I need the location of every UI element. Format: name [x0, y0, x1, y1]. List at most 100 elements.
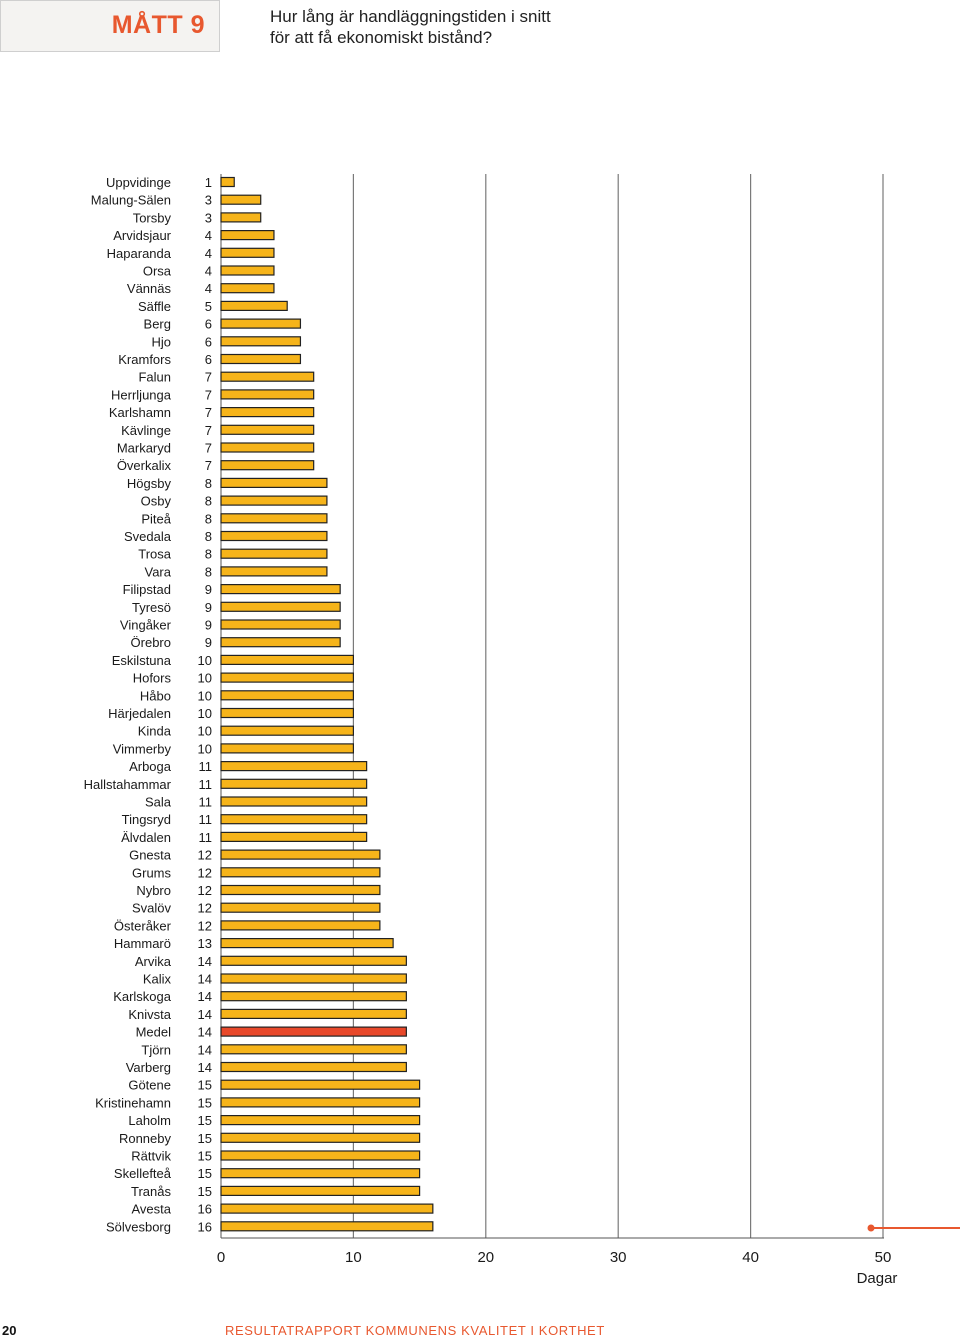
category-label: Kinda: [138, 724, 172, 739]
category-label: Gnesta: [129, 848, 172, 863]
category-label: Medel: [136, 1025, 172, 1040]
bar: [220, 300, 288, 311]
category-label: Uppvidinge: [106, 175, 171, 190]
category-label: Sölvesborg: [106, 1219, 171, 1234]
category-label: Hallstahammar: [84, 777, 172, 792]
value-label: 12: [198, 883, 212, 898]
value-label: 15: [198, 1184, 212, 1199]
bar: [220, 743, 354, 754]
bar: [220, 318, 302, 329]
category-label: Avesta: [131, 1202, 171, 1217]
value-label: 4: [205, 246, 212, 261]
category-label: Sala: [145, 795, 172, 810]
bar: [220, 619, 341, 630]
value-label: 11: [199, 795, 213, 810]
value-label: 10: [198, 724, 212, 739]
bar: [220, 442, 315, 453]
category-label: Skellefteå: [114, 1166, 172, 1181]
value-label: 9: [205, 600, 212, 615]
category-label: Överkalix: [117, 458, 172, 473]
report-title: RESULTATRAPPORT KOMMUNENS KVALITET I KOR…: [225, 1323, 605, 1338]
value-label: 9: [205, 582, 212, 597]
value-label: 4: [205, 264, 212, 279]
category-label: Arboga: [129, 759, 172, 774]
category-label: Varberg: [126, 1060, 171, 1075]
bar: [220, 424, 315, 435]
category-label: Vännäs: [127, 281, 172, 296]
bar: [220, 371, 315, 382]
value-label: 10: [198, 688, 212, 703]
bar: [220, 672, 354, 683]
category-label: Herrljunga: [111, 387, 172, 402]
bar: [220, 495, 328, 506]
bar: [220, 1132, 421, 1143]
x-axis-label: Dagar: [857, 1270, 898, 1287]
bar: [220, 867, 381, 878]
value-label: 14: [198, 1025, 212, 1040]
category-label: Nybro: [136, 883, 171, 898]
value-label: 12: [198, 865, 212, 880]
category-label: Kramfors: [118, 352, 171, 367]
value-label: 15: [198, 1095, 212, 1110]
category-label: Piteå: [141, 511, 171, 526]
bar: [220, 920, 381, 931]
value-label: 6: [205, 352, 212, 367]
value-label: 3: [205, 210, 212, 225]
measure-tag-label: MÅTT 9: [111, 11, 205, 39]
value-label: 7: [205, 405, 212, 420]
category-label: Härjedalen: [108, 706, 171, 721]
value-label: 1: [205, 175, 212, 190]
bar: [220, 1097, 421, 1108]
x-tick-label: 40: [742, 1249, 759, 1266]
category-label: Arvika: [135, 954, 172, 969]
value-label: 4: [205, 228, 212, 243]
category-label: Örebro: [131, 635, 171, 650]
bar: [220, 760, 368, 772]
x-tick-label: 10: [345, 1249, 362, 1266]
category-label: Haparanda: [107, 246, 172, 261]
bar-highlight: [220, 1026, 407, 1037]
bar: [220, 353, 302, 365]
value-label: 15: [198, 1149, 212, 1164]
bar: [220, 1203, 434, 1214]
bar: [220, 194, 262, 205]
category-label: Svedala: [124, 529, 172, 544]
value-label: 11: [199, 759, 213, 774]
bar: [220, 849, 381, 860]
value-label: 15: [198, 1131, 212, 1146]
value-label: 7: [205, 423, 212, 438]
bar: [220, 1044, 407, 1055]
value-label: 8: [205, 547, 212, 562]
category-label: Filipstad: [123, 582, 171, 597]
category-label: Torsby: [133, 210, 172, 225]
value-label: 12: [198, 848, 212, 863]
x-tick-label: 0: [217, 1249, 225, 1266]
category-label: Kalix: [143, 972, 172, 987]
bar: [220, 601, 341, 612]
category-label: Tjörn: [141, 1042, 171, 1057]
value-label: 14: [198, 989, 212, 1004]
bar: [220, 247, 275, 258]
bar: [220, 1221, 434, 1232]
category-label: Svalöv: [132, 901, 172, 916]
category-label: Rättvik: [131, 1149, 171, 1164]
category-label: Osby: [141, 494, 172, 509]
bar: [220, 955, 407, 966]
bar: [220, 690, 354, 701]
category-label: Malung-Sälen: [91, 193, 171, 208]
value-label: 6: [205, 334, 212, 349]
value-label: 16: [198, 1202, 212, 1217]
value-label: 7: [205, 370, 212, 385]
value-label: 15: [198, 1166, 212, 1181]
x-tick-label: 50: [875, 1249, 892, 1266]
bar: [220, 1079, 421, 1090]
value-label: 13: [198, 936, 212, 951]
category-label: Falun: [138, 370, 171, 385]
category-label: Högsby: [127, 476, 172, 491]
value-label: 10: [198, 741, 212, 756]
bar: [220, 407, 315, 418]
category-label: Knivsta: [128, 1007, 171, 1022]
category-label: Arvidsjaur: [113, 228, 171, 243]
bar: [220, 725, 354, 736]
category-label: Laholm: [128, 1113, 171, 1128]
